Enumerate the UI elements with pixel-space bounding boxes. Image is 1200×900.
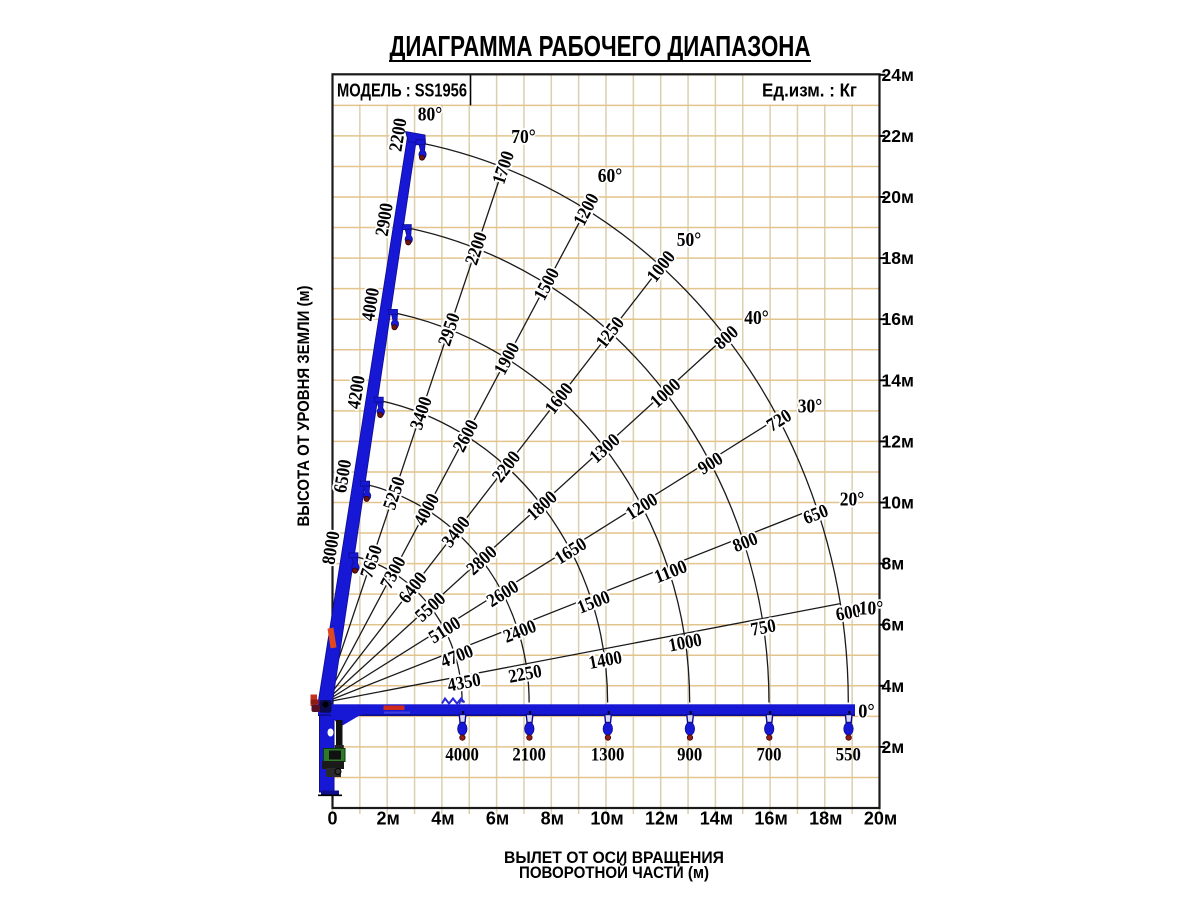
svg-text:50°: 50° bbox=[677, 229, 702, 251]
svg-text:6500: 6500 bbox=[330, 458, 356, 494]
svg-text:Ед.изм. : Кг: Ед.изм. : Кг bbox=[762, 80, 857, 101]
svg-text:2м: 2м bbox=[377, 809, 400, 829]
svg-text:8м: 8м bbox=[882, 554, 905, 574]
svg-text:ВЫЛЕТ ОТ ОСИ ВРАЩЕНИЯ: ВЫЛЕТ ОТ ОСИ ВРАЩЕНИЯ bbox=[504, 849, 724, 867]
svg-text:60°: 60° bbox=[598, 165, 623, 187]
svg-text:2м: 2м bbox=[882, 737, 905, 757]
svg-text:16м: 16м bbox=[882, 309, 914, 329]
svg-text:18м: 18м bbox=[809, 809, 842, 829]
svg-text:0: 0 bbox=[327, 809, 337, 829]
svg-text:550: 550 bbox=[836, 745, 861, 766]
svg-text:1300: 1300 bbox=[591, 745, 624, 766]
svg-text:40°: 40° bbox=[744, 307, 769, 329]
svg-text:12м: 12м bbox=[645, 809, 678, 829]
svg-text:4м: 4м bbox=[431, 809, 454, 829]
svg-text:16м: 16м bbox=[754, 809, 787, 829]
svg-text:14м: 14м bbox=[700, 809, 733, 829]
svg-text:12м: 12м bbox=[882, 431, 914, 451]
svg-text:20м: 20м bbox=[882, 187, 914, 207]
svg-text:10°: 10° bbox=[859, 598, 884, 620]
svg-text:10м: 10м bbox=[590, 809, 623, 829]
svg-text:18м: 18м bbox=[882, 248, 914, 268]
svg-text:ВЫСОТА ОТ УРОВНЯ ЗЕМЛИ (м): ВЫСОТА ОТ УРОВНЯ ЗЕМЛИ (м) bbox=[295, 286, 313, 527]
svg-text:700: 700 bbox=[756, 745, 781, 766]
svg-text:4000: 4000 bbox=[445, 745, 478, 766]
svg-text:6м: 6м bbox=[486, 809, 509, 829]
svg-text:4м: 4м bbox=[882, 676, 905, 696]
svg-text:ДИАГРАММА РАБОЧЕГО ДИАПАЗОНА: ДИАГРАММА РАБОЧЕГО ДИАПАЗОНА bbox=[390, 31, 811, 63]
svg-text:20°: 20° bbox=[840, 489, 865, 511]
svg-text:8м: 8м bbox=[541, 809, 564, 829]
svg-text:2100: 2100 bbox=[512, 745, 545, 766]
svg-text:900: 900 bbox=[677, 745, 702, 766]
svg-text:0°: 0° bbox=[858, 701, 875, 723]
svg-text:20м: 20м bbox=[864, 809, 897, 829]
svg-text:24м: 24м bbox=[882, 65, 914, 85]
svg-text:ПОВОРОТНОЙ ЧАСТИ (м): ПОВОРОТНОЙ ЧАСТИ (м) bbox=[519, 863, 709, 882]
svg-text:80°: 80° bbox=[418, 104, 443, 126]
svg-text:30°: 30° bbox=[798, 396, 823, 418]
svg-text:10м: 10м bbox=[882, 493, 914, 513]
svg-text:МОДЕЛЬ : SS1956: МОДЕЛЬ : SS1956 bbox=[337, 80, 467, 101]
svg-text:70°: 70° bbox=[511, 126, 536, 148]
svg-text:22м: 22м bbox=[882, 126, 914, 146]
svg-text:6м: 6м bbox=[882, 615, 905, 635]
svg-text:14м: 14м bbox=[882, 370, 914, 390]
